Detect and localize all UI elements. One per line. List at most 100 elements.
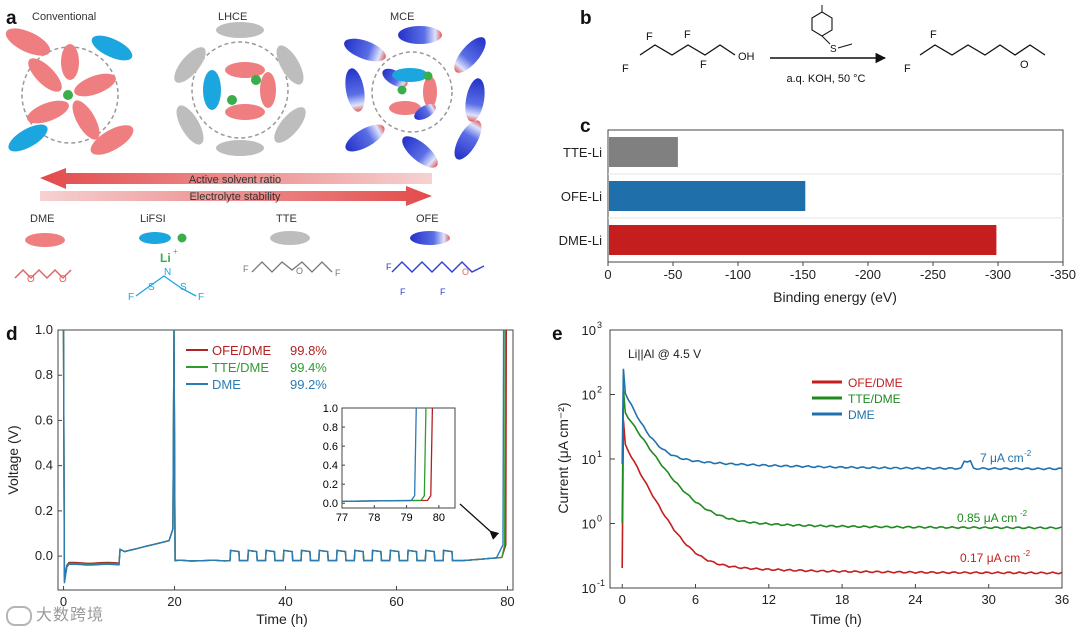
conventional-scheme — [5, 28, 134, 155]
b-oh: OH — [738, 51, 755, 63]
b-f1: F — [622, 63, 629, 75]
scheme-lhce-label: LHCE — [218, 11, 247, 23]
d-inset-xtick-label: 79 — [400, 512, 412, 524]
watermark-text: 大数跨境 — [36, 607, 105, 625]
d-legend-name: OFE/DME — [212, 343, 272, 358]
e-xtick-label: 6 — [692, 592, 699, 607]
panel-d: d 0 20 40 60 80 0.0 0.2 0.4 0.6 0.8 1.0 OFE/DME 99.… — [5, 322, 515, 627]
c-bar-dme-li — [609, 225, 997, 255]
d-inset-ytick-label: 0.0 — [323, 498, 338, 510]
e-legend-name: DME — [848, 408, 875, 422]
c-category-label: OFE-Li — [561, 189, 602, 204]
ofe-f2: F — [400, 287, 406, 297]
d-inset-xtick-label: 80 — [433, 512, 445, 524]
panel-a-letter: a — [6, 8, 17, 29]
active-solvent-arrow: Active solvent ratio — [40, 168, 432, 189]
e-xtick-label: 18 — [835, 592, 849, 607]
c-xtick-label: 0 — [604, 267, 611, 282]
d-inset-xtick-label: 77 — [336, 512, 348, 524]
d-xlabel: Time (h) — [256, 611, 308, 627]
d-xtick-label: 20 — [167, 594, 181, 609]
species-tte: TTE F O F — [243, 213, 341, 278]
panel-c: c TTE-Li OFE-Li DME-Li 0 -50 -100 -150 -200 -25… — [559, 116, 1076, 305]
b-f6: F — [930, 29, 937, 41]
e-series-line-dme — [621, 368, 1063, 471]
dme-o2: O — [59, 274, 67, 285]
c-xtick-label: -150 — [790, 267, 816, 282]
e-legend-name: TTE/DME — [848, 392, 901, 406]
c-xtick-label: -100 — [725, 267, 751, 282]
d-inset-frame — [341, 407, 456, 509]
lifsi-s2: S — [180, 282, 187, 293]
e-ytick-mantissa: 10 — [582, 323, 596, 338]
e-final-value-superscript: -2 — [1023, 549, 1031, 558]
species-ofe-label: OFE — [416, 213, 439, 225]
lhce-scheme — [174, 22, 306, 156]
tte-f1: F — [243, 264, 249, 274]
e-ytick-exponent: 0 — [597, 514, 602, 524]
c-xlabel: Binding energy (eV) — [773, 289, 897, 305]
lifsi-n: N — [164, 267, 171, 278]
d-xtick-label: 80 — [500, 594, 514, 609]
d-series-line-dme — [62, 329, 505, 584]
d-ytick-label: 0.2 — [35, 503, 53, 518]
species-lifsi-label: LiFSI — [140, 213, 166, 225]
ofe-o: O — [462, 267, 469, 277]
species-dme: DME O O — [14, 213, 72, 285]
e-xlabel: Time (h) — [810, 611, 862, 627]
panel-b: b F F F F OH S a.q. KOH, 50 °C F F O — [580, 5, 1046, 85]
inset-pointer-arrow — [459, 503, 500, 540]
reagent-conditions: a.q. KOH, 50 °C — [787, 73, 866, 85]
d-ytick-label: 0.8 — [35, 367, 53, 382]
tosylate-reagent: S — [811, 5, 853, 55]
d-legend-name: DME — [212, 377, 241, 392]
e-ytick-mantissa: 10 — [582, 452, 596, 467]
dme-o1: O — [27, 274, 35, 285]
d-ytick-label: 0.6 — [35, 412, 53, 427]
li-label: Li — [160, 251, 171, 265]
e-ytick-mantissa: 10 — [582, 388, 596, 403]
e-legend-name: OFE/DME — [848, 376, 903, 390]
b-s: S — [830, 44, 837, 55]
d-inset-ytick-label: 1.0 — [323, 403, 338, 415]
e-ytick-exponent: 3 — [597, 320, 602, 330]
c-xtick-label: -50 — [664, 267, 683, 282]
b-o: O — [1020, 59, 1029, 71]
c-xtick-label: -300 — [985, 267, 1011, 282]
e-ytick-exponent: -1 — [597, 578, 605, 588]
lifsi-s1: S — [148, 282, 155, 293]
d-inset-ytick-label: 0.6 — [323, 441, 338, 453]
watermark: 大数跨境 — [6, 601, 104, 626]
d-ytick-label: 0.4 — [35, 458, 53, 473]
e-xtick-label: 36 — [1055, 592, 1069, 607]
e-ytick-exponent: 2 — [597, 385, 602, 395]
tte-o: O — [296, 266, 303, 276]
lifsi-f1: F — [128, 292, 134, 303]
e-ytick-mantissa: 10 — [582, 517, 596, 532]
plot-c-frame — [607, 129, 1064, 263]
scheme-mce-label: MCE — [390, 11, 414, 23]
electrolyte-stability-label: Electrolyte stability — [189, 191, 281, 203]
d-legend-value: 99.2% — [290, 377, 327, 392]
c-category-label: DME-Li — [559, 233, 602, 248]
d-inset-series-line — [341, 407, 417, 502]
species-tte-label: TTE — [276, 213, 297, 225]
species-ofe: OFE F F F O — [386, 213, 485, 297]
c-category-label: TTE-Li — [563, 145, 602, 160]
b-f3: F — [684, 29, 691, 41]
e-ylabel: Current (μA cm⁻²) — [555, 402, 571, 513]
active-solvent-label: Active solvent ratio — [189, 174, 281, 186]
e-series-line-ofe-dme — [621, 420, 1063, 575]
e-final-value-label: 0.17 μA cm — [960, 551, 1020, 565]
e-xtick-label: 12 — [762, 592, 776, 607]
panel-a: a Conventional LHCE MCE — [5, 8, 486, 303]
c-bar-tte-li — [609, 137, 678, 167]
d-legend-name: TTE/DME — [212, 360, 269, 375]
d-ytick-label: 0.0 — [35, 548, 53, 563]
d-ylabel: Voltage (V) — [5, 425, 21, 494]
li-charge: + — [173, 247, 178, 256]
panel-d-letter: d — [6, 324, 18, 345]
watermark-logo-icon — [6, 606, 32, 626]
scheme-conventional-label: Conventional — [32, 11, 96, 23]
panel-c-letter: c — [580, 116, 591, 137]
